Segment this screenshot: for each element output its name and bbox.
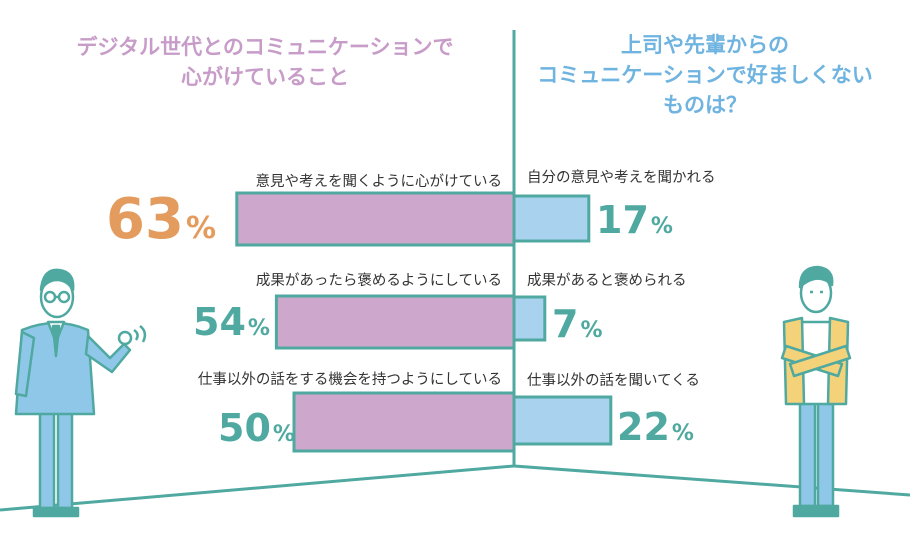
value-unit: % <box>671 421 694 446</box>
right-title-line: コミュニケーションで好ましくない <box>537 63 873 87</box>
left-value-label: 54% <box>193 300 270 351</box>
right-bar-1 <box>512 194 591 243</box>
value-number: 7 <box>552 302 579 346</box>
value-number: 50 <box>218 406 271 450</box>
right-title-line: 上司や先輩からの <box>621 33 789 57</box>
value-unit: % <box>650 214 673 239</box>
value-unit: % <box>272 422 295 447</box>
right-chart-title: 上司や先輩からの コミュニケーションで好ましくない ものは？ <box>520 30 890 120</box>
value-unit: % <box>185 211 216 246</box>
left-value-label: 63% <box>106 190 216 259</box>
right-bar-3 <box>512 395 613 446</box>
value-unit: % <box>247 316 270 341</box>
value-unit: % <box>580 318 603 343</box>
right-value-label: 7% <box>552 302 603 353</box>
value-number: 63 <box>106 187 184 252</box>
left-title-line: デジタル世代とのコミュニケーションで <box>76 35 454 59</box>
value-number: 22 <box>617 405 670 449</box>
right-value-label: 17% <box>596 198 673 249</box>
left-chart-bars <box>235 191 516 453</box>
floor-line-left <box>0 464 515 512</box>
left-category-label: 成果があったら褒めるようにしている <box>255 273 502 289</box>
right-bar-2 <box>512 295 547 342</box>
left-bar-3 <box>292 391 516 453</box>
right-category-label: 自分の意見や考えを聞かれる <box>527 170 716 186</box>
value-number: 54 <box>193 300 246 344</box>
value-number: 17 <box>596 198 649 242</box>
left-category-label: 意見や考えを聞くように心がけている <box>255 174 503 190</box>
right-category-label: 仕事以外の話を聞いてくる <box>527 373 700 389</box>
left-category-label: 仕事以外の話をする機会を持つようにしている <box>197 372 502 388</box>
right-category-label: 成果があると褒められる <box>527 273 687 289</box>
left-title-line: 心がけていること <box>181 65 349 89</box>
right-chart-bars <box>512 194 613 446</box>
person-glasses-icon <box>14 268 147 518</box>
floor-line-right <box>513 464 910 497</box>
left-bar-2 <box>274 294 516 350</box>
left-bar-1 <box>235 191 516 247</box>
person-arms-crossed-icon <box>780 265 852 518</box>
left-chart-title: デジタル世代とのコミュニケーションで 心がけていること <box>30 32 500 92</box>
right-value-label: 22% <box>617 405 694 456</box>
left-value-label: 50% <box>218 406 295 457</box>
right-title-line: ものは？ <box>663 93 747 117</box>
